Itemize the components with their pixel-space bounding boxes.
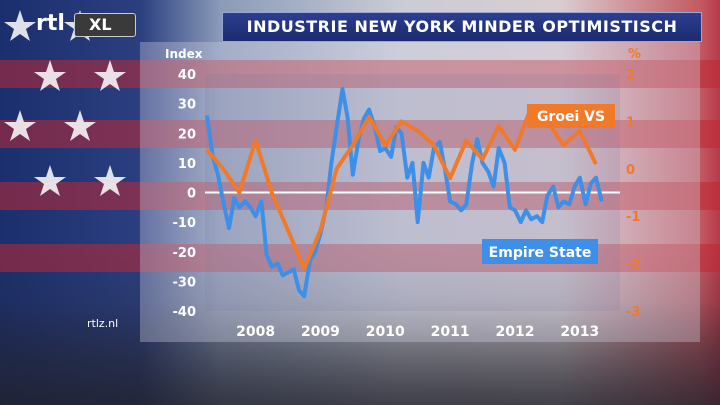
flag-stripe — [0, 244, 720, 272]
right-tick-label: 1 — [626, 115, 635, 130]
left-tick-label: 10 — [178, 157, 196, 172]
x-tick-label: 2008 — [236, 324, 275, 340]
logo-text: rtl — [36, 11, 65, 36]
empire-state-label: Empire State — [489, 245, 592, 261]
rtlxl-logo: rtl XL — [36, 10, 136, 38]
left-axis-label: Index — [165, 47, 203, 61]
left-tick-label: -20 — [173, 246, 197, 261]
x-tick-label: 2012 — [495, 324, 534, 340]
x-tick-label: 2010 — [366, 324, 405, 340]
right-tick-label: 0 — [626, 163, 635, 178]
site-watermark: rtlz.nl — [87, 317, 119, 330]
right-tick-labels: 2 1 0 -1 -2 -3 — [626, 68, 640, 320]
left-tick-label: 40 — [178, 68, 196, 83]
title-bar: INDUSTRIE NEW YORK MINDER OPTIMISTISCH — [222, 12, 702, 42]
left-tick-labels: 40 30 20 10 0 -10 -20 -30 -40 — [173, 68, 197, 320]
left-tick-label: 30 — [178, 98, 196, 113]
left-tick-label: 0 — [187, 187, 196, 202]
logo-badge-text: XL — [89, 15, 112, 34]
right-axis-label: % — [628, 47, 641, 62]
industry-backdrop — [0, 300, 720, 405]
left-tick-label: -40 — [173, 305, 197, 320]
x-tick-label: 2013 — [560, 324, 599, 340]
groei-vs-label: Groei VS — [537, 109, 605, 125]
right-tick-label: -3 — [626, 305, 640, 320]
series-line-empire-state — [204, 86, 604, 299]
logo-badge: XL — [74, 13, 136, 37]
groei-vs-label-box — [527, 104, 615, 128]
right-tick-label: -2 — [626, 258, 640, 273]
chart-title: INDUSTRIE NEW YORK MINDER OPTIMISTISCH — [246, 17, 678, 36]
right-tick-label: 2 — [626, 68, 635, 83]
x-tick-label: 2009 — [301, 324, 340, 340]
x-tick-labels: 2008 2009 2010 2011 2012 2013 — [236, 324, 599, 340]
x-tick-label: 2011 — [431, 324, 470, 340]
left-tick-label: -30 — [173, 275, 197, 290]
empire-state-label-box — [482, 239, 598, 264]
left-tick-label: 20 — [178, 127, 196, 142]
right-tick-label: -1 — [626, 210, 640, 225]
left-tick-label: -10 — [173, 216, 197, 231]
